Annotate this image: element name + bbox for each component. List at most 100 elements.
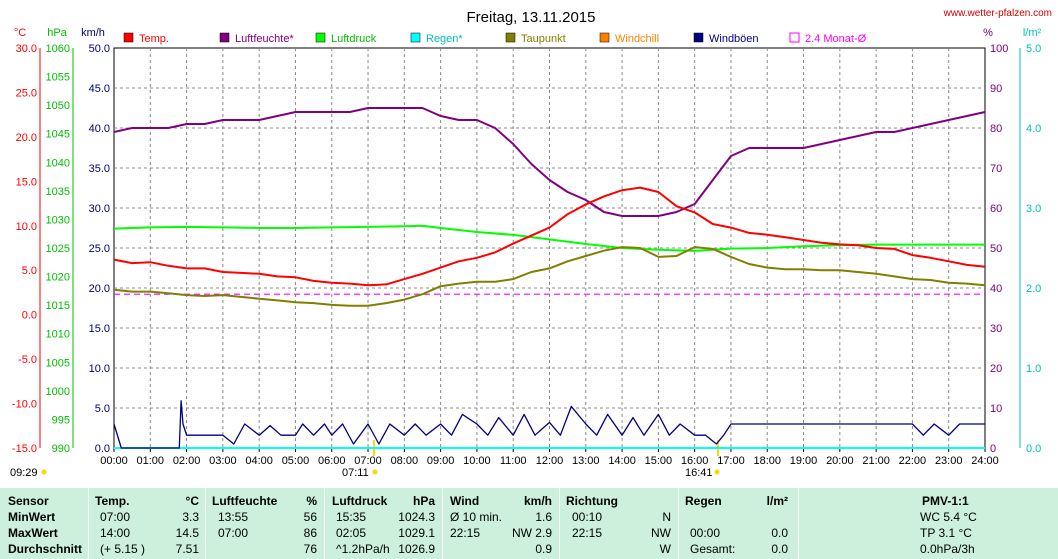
legend-swatch	[123, 32, 134, 43]
x-tick-label: 20:00	[826, 455, 854, 467]
wind-axis-tick-label: 20.0	[89, 283, 110, 295]
table-cell: 1029.1	[398, 526, 435, 540]
table-cell: (+ 5.15 )	[100, 542, 146, 556]
wind-axis-tick-label: 40.0	[89, 123, 110, 135]
chart-title: Freitag, 13.11.2015	[467, 9, 596, 26]
table-cell: TP 3.1 °C	[920, 526, 972, 540]
weather-chart: 00:00 01:00 02:00 03:00 04:00 05:00 06:00 07:00…	[10, 8, 1052, 479]
pressure-axis-tick-label: 1015	[46, 300, 70, 312]
rain-axis-tick-label: 2.0	[1026, 283, 1041, 295]
x-tick-label: 17:00	[717, 455, 745, 467]
table-header: Wind	[450, 494, 480, 508]
humidity-axis-tick-label: 0	[990, 443, 996, 455]
rain-axis-tick-label: 0.0	[1026, 443, 1041, 455]
temp-axis-tick-label: 30.0	[16, 43, 37, 55]
temp-axis-tick-label: 10.0	[16, 221, 37, 233]
table-cell: 86	[303, 526, 317, 540]
legend-label: Regen*	[426, 33, 463, 45]
x-tick-label: 21:00	[862, 455, 890, 467]
table-separator	[205, 488, 206, 559]
legend-swatch	[505, 32, 516, 43]
wind-axis-tick-label: 25.0	[89, 243, 110, 255]
table-cell: N	[662, 510, 671, 524]
table-row-label: MinWert	[8, 510, 56, 524]
legend-label: Temp.	[139, 33, 169, 45]
series-line-luftdruck	[113, 224, 985, 252]
legend-label: Luftdruck	[331, 33, 377, 45]
humidity-axis-tick-label: 20	[990, 363, 1002, 375]
table-cell: 13:55	[218, 510, 249, 524]
table-cell: Gesamt:	[690, 542, 736, 556]
rain-unit: l/m²	[1023, 27, 1042, 39]
pressure-axis-tick-label: 1020	[46, 272, 70, 284]
rain-axis-tick-label: 3.0	[1026, 203, 1041, 215]
legend-label: 2.4 Monat-Ø	[805, 33, 867, 45]
table-header: °C	[185, 494, 199, 508]
legend-label: Taupunkt	[521, 33, 566, 45]
table-header: km/h	[523, 494, 552, 508]
table-cell: 0.9	[535, 542, 552, 556]
legend-label: Windböen	[709, 33, 759, 45]
wind-axis-tick-label: 10.0	[89, 363, 110, 375]
wind-axis-tick-label: 45.0	[89, 83, 110, 95]
x-tick-label: 10:00	[463, 455, 491, 467]
humidity-axis-tick-label: 100	[990, 43, 1008, 55]
x-tick-label: 16:00	[681, 455, 709, 467]
table-cell: NW 2.9	[511, 526, 552, 540]
wind-axis-tick-label: 50.0	[89, 43, 110, 55]
table-header: %	[306, 494, 317, 508]
table-cell: 02:05	[336, 526, 367, 540]
table-header: Temp.	[95, 494, 130, 508]
table-separator	[559, 488, 560, 559]
x-tick-label: 14:00	[608, 455, 636, 467]
table-row-label: Durchschnitt	[8, 542, 83, 556]
pressure-axis-tick-label: 990	[52, 443, 70, 455]
rain-axis-tick-label: 4.0	[1026, 123, 1041, 135]
x-tick-label: 19:00	[790, 455, 818, 467]
wind-axis-tick-label: 15.0	[89, 323, 110, 335]
pressure-axis-tick-label: 1040	[46, 157, 70, 169]
x-tick-label: 03:00	[209, 455, 237, 467]
table-cell: 3.3	[182, 510, 199, 524]
table-cell: 1026.9	[398, 542, 435, 556]
x-tick-label: 12:00	[536, 455, 564, 467]
humidity-axis-tick-label: 30	[990, 323, 1002, 335]
x-tick-label: 07:00	[354, 455, 382, 467]
x-tick-label: 05:00	[282, 455, 310, 467]
x-tick-label: 02:00	[173, 455, 201, 467]
table-separator	[678, 488, 679, 559]
temp-axis-tick-label: 15.0	[16, 176, 37, 188]
table-cell: 00:00	[690, 526, 721, 540]
legend-swatch	[599, 32, 610, 43]
table-header: Regen	[685, 494, 722, 508]
temp-axis-tick-label: 0.0	[22, 310, 37, 322]
x-tick-label: 18:00	[753, 455, 781, 467]
table-separator	[442, 488, 443, 559]
humidity-axis-tick-label: 60	[990, 203, 1002, 215]
table-row-label: MaxWert	[8, 526, 58, 540]
series-line-taupunkt	[113, 246, 986, 307]
table-header: hPa	[412, 494, 435, 508]
table-header: PMV-1:1	[922, 494, 969, 508]
table-cell: 0.0hPa/3h	[920, 542, 975, 556]
rain-axis-tick-label: 1.0	[1026, 363, 1041, 375]
table-cell: ^1.2hPa/h	[336, 542, 390, 556]
temp-axis-tick-label: 20.0	[16, 132, 37, 144]
chart-axes: 00:00 01:00 02:00 03:00 04:00 05:00 06:00 07:00…	[10, 27, 1041, 479]
legend-swatch	[789, 32, 800, 43]
x-tick-label: 13:00	[572, 455, 600, 467]
humidity-axis-tick-label: 50	[990, 243, 1002, 255]
wind-axis-tick-label: 35.0	[89, 163, 110, 175]
table-cell: NW	[651, 526, 671, 540]
temp-axis-tick-label: -5.0	[18, 354, 37, 366]
legend-label: Windchill	[615, 33, 659, 45]
x-tick-label: 23:00	[935, 455, 963, 467]
humidity-axis-tick-label: 40	[990, 283, 1002, 295]
pressure-axis-tick-label: 1005	[46, 357, 70, 369]
x-tick-label: 09:00	[427, 455, 455, 467]
pressure-axis-tick-label: 1025	[46, 243, 70, 255]
table-cell: 1.6	[535, 510, 552, 524]
chart-series	[113, 107, 986, 449]
x-tick-label: 08:00	[391, 455, 419, 467]
sunset-label: 16:41	[685, 467, 713, 479]
